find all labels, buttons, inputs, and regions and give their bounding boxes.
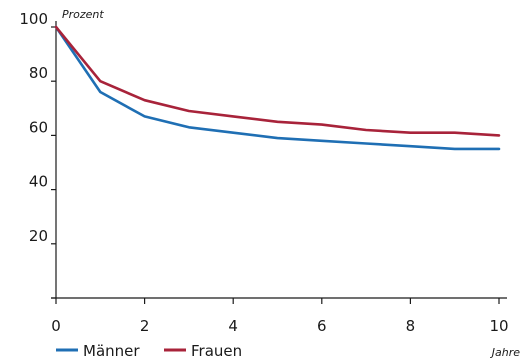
series-line-0 (54, 25, 501, 151)
x-tick-label-2: 2 (140, 317, 150, 335)
x-tick-label-8: 8 (406, 317, 416, 335)
y-tick-label-60: 60 (29, 118, 48, 136)
y-tick-label-20: 20 (29, 227, 48, 245)
legend-label-0: Männer (83, 342, 140, 360)
legend: Männer Frauen (56, 342, 242, 360)
x-tick-label-4: 4 (228, 317, 238, 335)
y-axis-title: Prozent (62, 8, 104, 21)
y-tick-label-40: 40 (29, 173, 48, 191)
x-tick-label-0: 0 (51, 317, 61, 335)
y-tick-label-100: 100 (19, 10, 48, 28)
legend-label-1: Frauen (191, 342, 242, 360)
x-axis-title: Jahre (490, 346, 520, 359)
series-lines (54, 25, 501, 151)
x-tick-label-10: 10 (489, 317, 508, 335)
x-tick-label-6: 6 (317, 317, 327, 335)
y-tick-label-80: 80 (29, 64, 48, 82)
x-axis-ticks: 0 2 4 6 8 10 (51, 298, 509, 335)
series-line-1 (54, 25, 501, 137)
y-axis-ticks: 20 40 60 80 100 (19, 10, 56, 245)
axes (51, 21, 507, 299)
